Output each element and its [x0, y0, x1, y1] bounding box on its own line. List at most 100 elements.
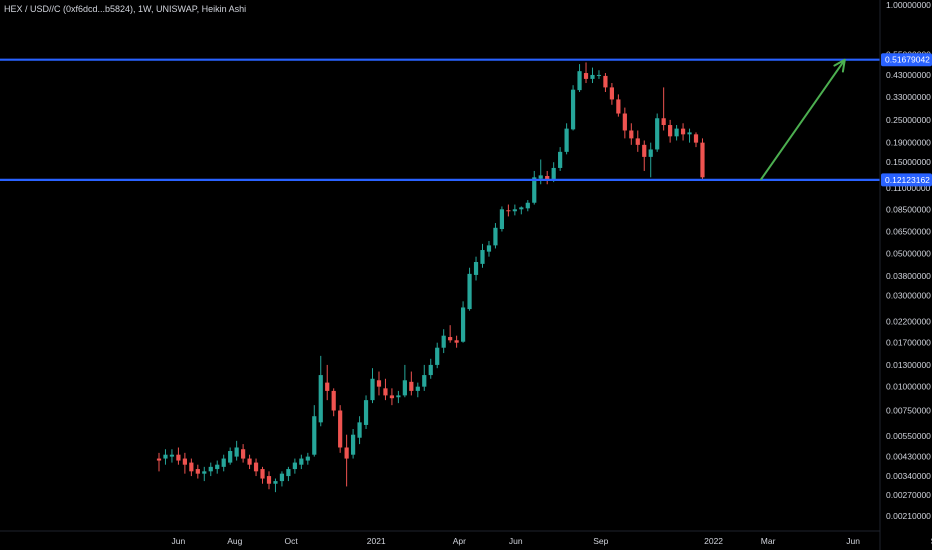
x-tick-label: Jun [846, 536, 860, 546]
candle [241, 444, 246, 463]
candle [460, 301, 466, 343]
candle [363, 395, 369, 429]
candle [221, 454, 226, 472]
candle [253, 458, 259, 477]
svg-text:0.51679042: 0.51679042 [885, 55, 930, 65]
price-tag: 0.12123162 [881, 173, 932, 187]
candle [370, 368, 375, 404]
candle [266, 471, 272, 490]
candle [376, 371, 382, 396]
candle [473, 256, 479, 281]
candle [292, 458, 297, 474]
candle [195, 464, 200, 479]
candle [590, 67, 595, 84]
candle [454, 335, 459, 348]
candle [693, 132, 699, 148]
candle [622, 107, 627, 139]
candle [680, 123, 686, 141]
candle [156, 452, 162, 472]
candle [202, 466, 207, 482]
candle [318, 355, 323, 427]
candle [273, 478, 278, 493]
y-tick-label: 0.19000000 [886, 138, 931, 148]
y-tick-label: 0.08500000 [886, 204, 931, 214]
candle [234, 440, 239, 461]
x-tick-label: 2021 [367, 536, 386, 546]
candle [383, 378, 388, 401]
y-tick-label: 0.11000000 [886, 183, 931, 193]
price-tags: 0.51679042 0.12123162 [881, 53, 932, 187]
svg-text:0.12123162: 0.12123162 [885, 175, 930, 185]
y-tick-label: 0.01700000 [886, 338, 931, 348]
y-tick-label: 0.25000000 [886, 115, 931, 125]
y-tick-label: 0.43000000 [886, 70, 931, 80]
candle [208, 462, 213, 477]
x-tick-label: Jun [509, 536, 523, 546]
candle [674, 125, 679, 141]
candles [156, 62, 705, 493]
y-tick-label: 0.00270000 [886, 490, 931, 500]
x-tick-label: Sep [593, 536, 608, 546]
candle [564, 123, 569, 155]
candle [577, 64, 582, 93]
candle [441, 329, 446, 354]
candle [409, 371, 414, 396]
candle [629, 123, 634, 145]
arrow-line[interactable] [759, 59, 846, 181]
candle [247, 454, 252, 470]
candle [558, 147, 563, 171]
price-axis: 1.000000000.550000000.430000000.33000000… [886, 0, 931, 521]
candle [357, 416, 362, 445]
time-axis: Jun Aug Oct 2021 Apr Jun Sep 2022 Mar Jun Sep [172, 536, 932, 546]
candle [228, 447, 233, 465]
candle [635, 130, 640, 152]
x-tick-label: Oct [285, 536, 299, 546]
candle [260, 466, 265, 484]
horizontal-lines [0, 58, 880, 181]
y-tick-label: 0.02200000 [886, 316, 931, 326]
candle [415, 382, 420, 398]
y-tick-label: 0.05000000 [886, 248, 931, 258]
y-tick-label: 0.33000000 [886, 92, 931, 102]
candle [215, 460, 220, 474]
candle [331, 388, 336, 417]
candle [299, 454, 304, 470]
candle [545, 170, 550, 185]
projection-arrow [759, 58, 846, 181]
y-tick-label: 0.00550000 [886, 431, 931, 441]
candle [325, 364, 330, 401]
y-tick-label: 0.01000000 [886, 382, 931, 392]
candle [428, 358, 433, 379]
candle [486, 240, 492, 257]
candle [603, 73, 608, 93]
candle [396, 390, 401, 404]
candle [176, 447, 181, 465]
candle [642, 140, 647, 171]
y-tick-label: 0.00210000 [886, 511, 931, 521]
candle [609, 83, 614, 105]
candle [570, 85, 576, 131]
candle [279, 471, 285, 487]
candle [305, 452, 310, 465]
candle [596, 70, 602, 79]
candle [169, 449, 175, 463]
candle [182, 452, 187, 474]
x-tick-label: Apr [453, 536, 466, 546]
candle [344, 434, 349, 487]
y-tick-label: 1.00000000 [886, 0, 931, 10]
candle [312, 405, 317, 457]
candle [435, 342, 440, 369]
candle [163, 449, 168, 465]
candle [448, 325, 453, 343]
candle [519, 206, 524, 215]
candle [422, 364, 427, 391]
y-tick-label: 0.15000000 [886, 157, 931, 167]
candle [493, 223, 498, 249]
candle [648, 142, 653, 178]
candle [506, 204, 511, 217]
x-tick-label: Mar [761, 536, 776, 546]
y-tick-label: 0.01300000 [886, 360, 931, 370]
candle [525, 200, 530, 212]
candle [700, 138, 705, 181]
